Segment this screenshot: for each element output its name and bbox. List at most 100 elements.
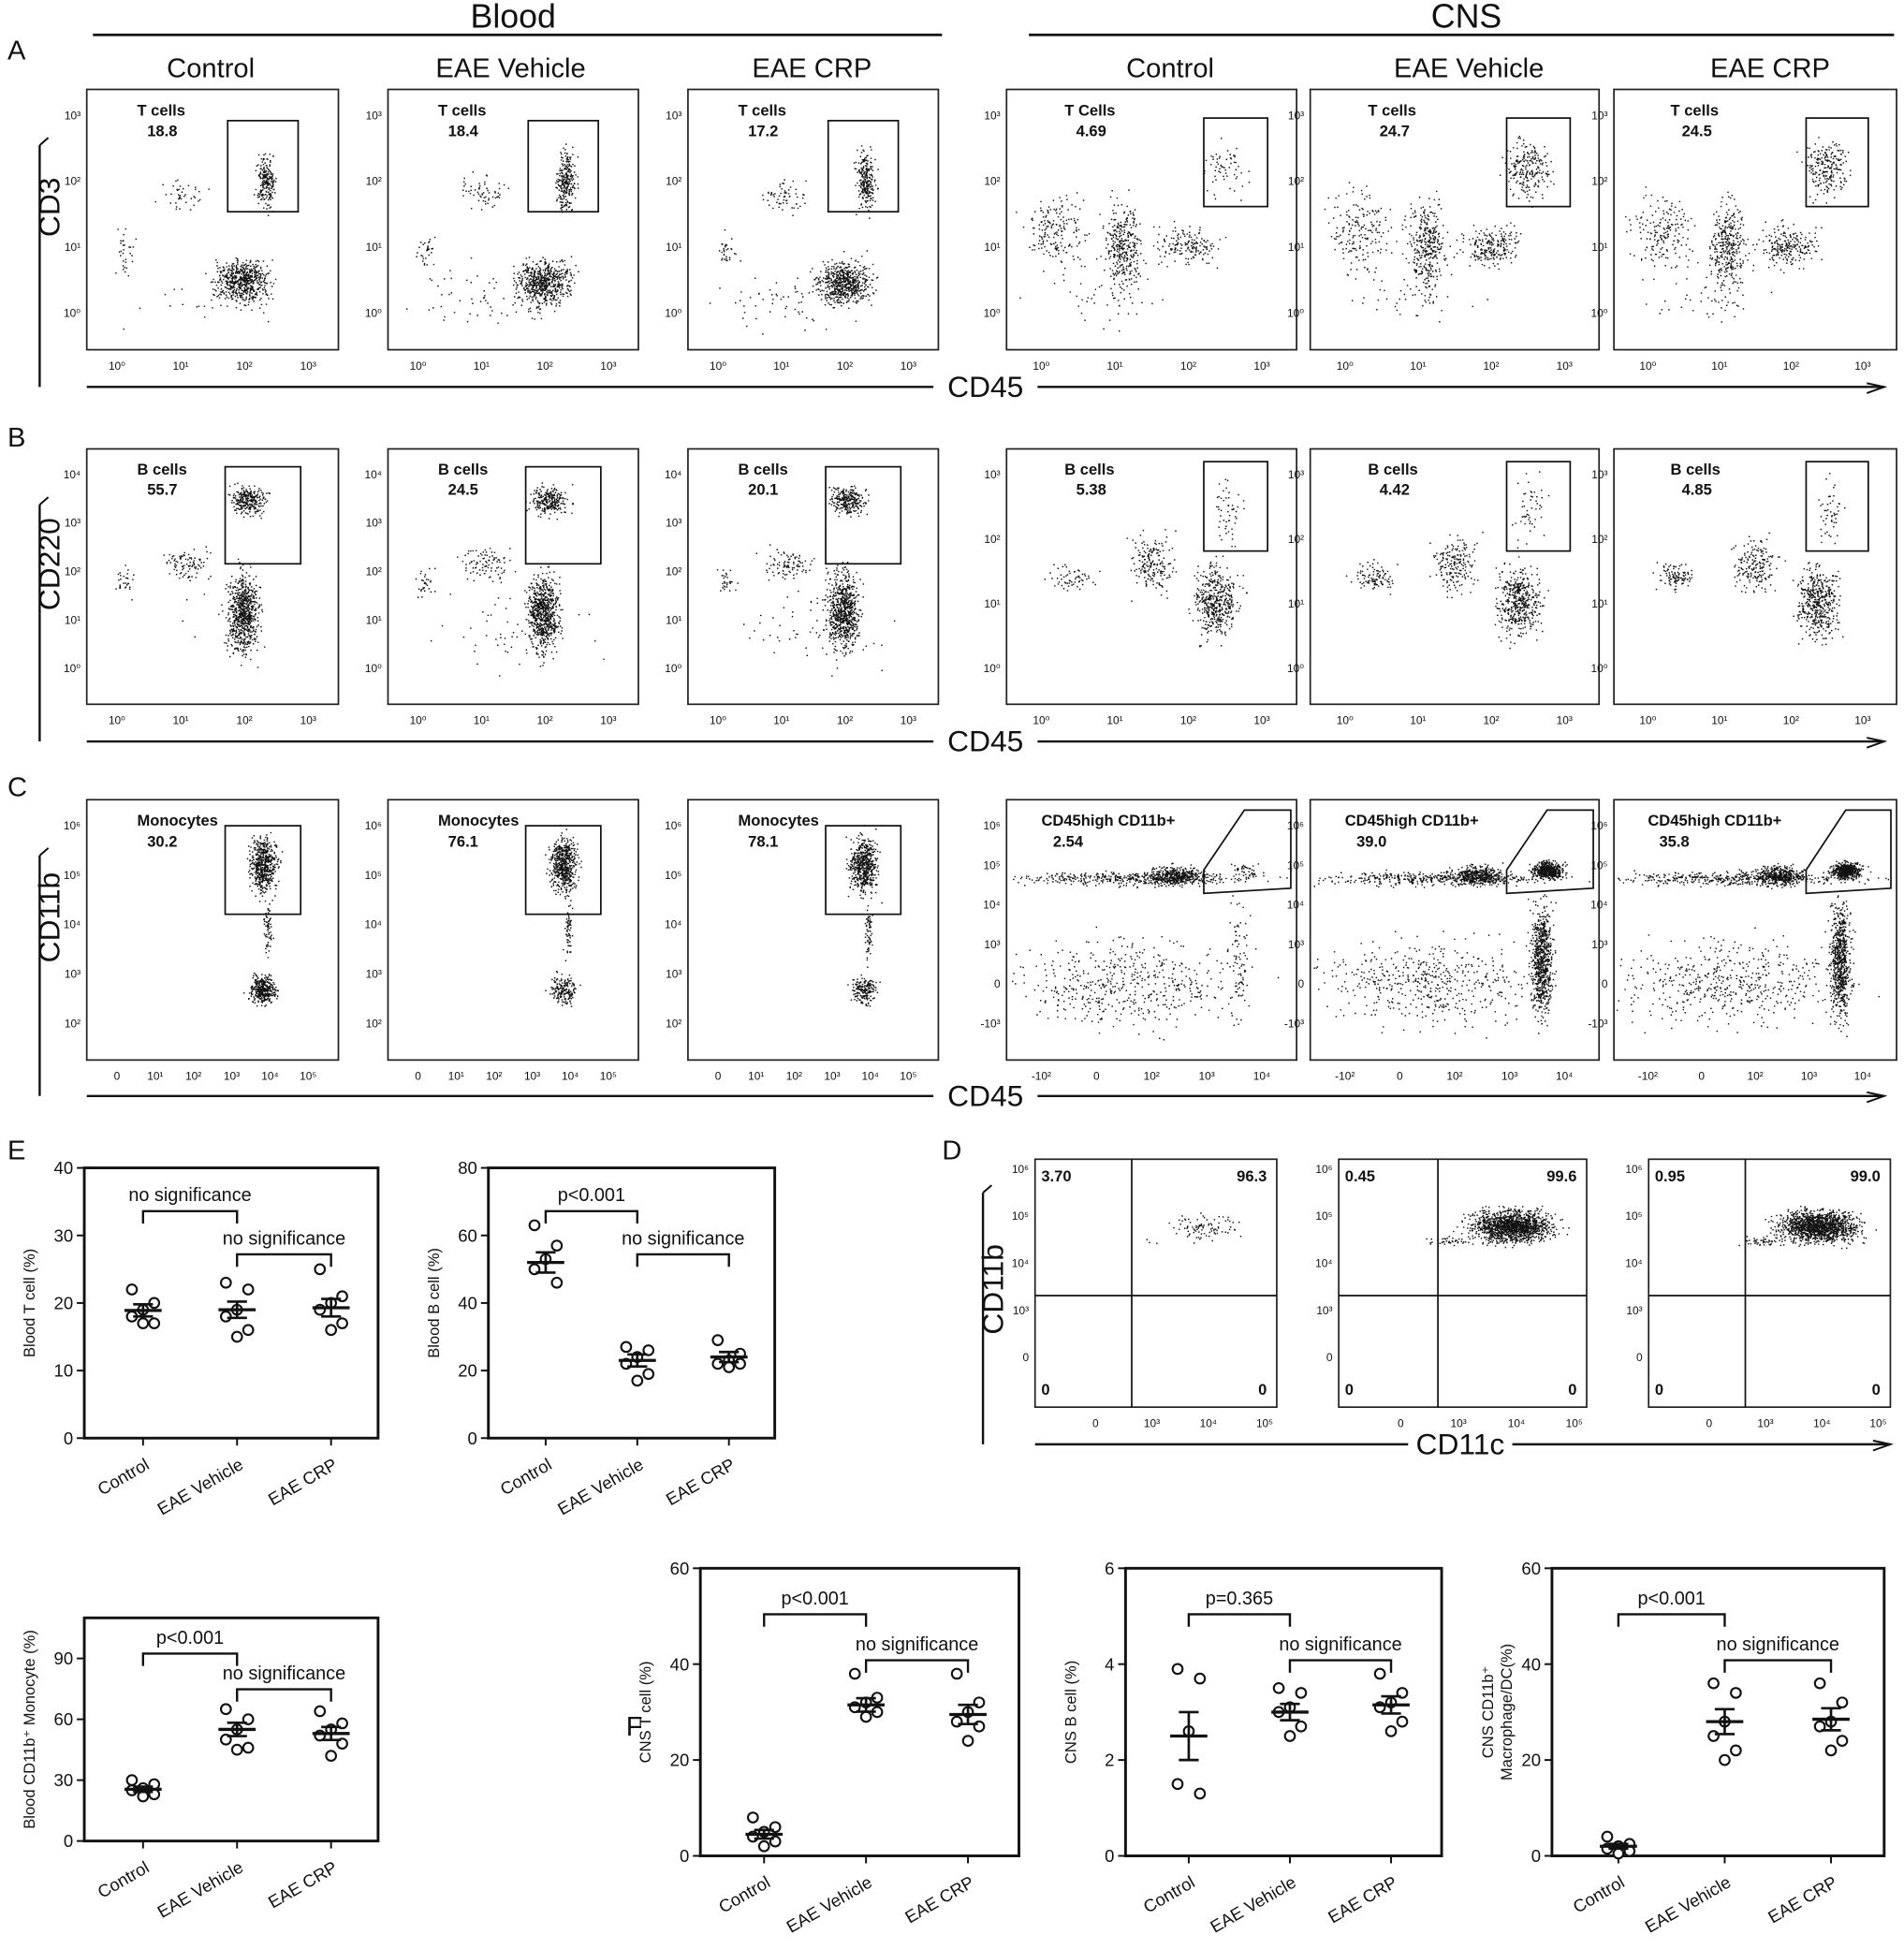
x-tick-label: 10²	[1783, 359, 1799, 373]
x-tick-label: 10²	[486, 1070, 502, 1083]
y-tick-label: 10⁵	[665, 869, 681, 882]
plot-frame	[387, 799, 639, 1062]
y-tick-label: 0	[1105, 1846, 1114, 1866]
x-tick-label: 0	[1092, 1416, 1099, 1429]
event-dots	[1012, 862, 1288, 1041]
plot-frame	[1613, 799, 1897, 1062]
error-bar	[754, 1828, 774, 1840]
quadrant-value: 0	[1258, 1381, 1267, 1399]
y-tick-label: 10³	[366, 109, 382, 122]
event-dots	[1652, 473, 1846, 646]
gate	[527, 120, 600, 213]
x-tick-label: EAE CRP	[265, 1454, 341, 1509]
gate	[825, 825, 902, 916]
error-bar	[1381, 1694, 1401, 1715]
y-tick-label: 10⁰	[984, 662, 1001, 675]
y-tick-label: 10³	[1288, 938, 1304, 951]
data-point	[1813, 1677, 1826, 1690]
y-tick-label: 10²	[666, 175, 681, 188]
x-tick-label: 10³	[300, 714, 316, 727]
event-dots	[1324, 136, 1555, 323]
data-point	[961, 1735, 974, 1747]
data-point	[242, 1324, 255, 1337]
y-axis-label: CNS CD11b⁺	[1479, 1666, 1497, 1759]
data-point	[336, 1317, 348, 1329]
plot-frame	[1648, 1158, 1892, 1409]
plot-frame	[1613, 447, 1897, 706]
axis-arrow	[1872, 1439, 1895, 1452]
y-tick-label: 30	[54, 1225, 74, 1245]
y-tick-label: 60	[54, 1709, 74, 1729]
y-tick-label: 10⁵	[1012, 1209, 1029, 1223]
y-tick-label: 10²	[1591, 533, 1607, 546]
data-point	[1601, 1830, 1614, 1843]
error-bar	[535, 1251, 556, 1274]
x-tick-label: 0	[1397, 1070, 1403, 1083]
y-tick-label: 10⁰	[1590, 662, 1607, 675]
quadrant-value: 0	[1345, 1381, 1354, 1399]
y-tick-label: 10¹	[366, 241, 382, 254]
gate-name: CD45high CD11b+	[1041, 812, 1175, 829]
quadrant-value: 99.6	[1546, 1167, 1576, 1185]
y-tick-label: 10⁴	[983, 899, 1000, 912]
gate	[1203, 809, 1292, 895]
significance-label: p<0.001	[1638, 1589, 1706, 1609]
plot-frame	[1338, 1158, 1588, 1409]
data-point	[550, 1276, 564, 1289]
y-tick-label: 0	[64, 1831, 73, 1851]
data-point	[1194, 1787, 1207, 1800]
x-tick-label: 10¹	[1711, 714, 1727, 727]
plot-frame	[1033, 1158, 1278, 1409]
data-point	[1171, 1663, 1184, 1676]
y-tick-label: 40	[54, 1158, 74, 1178]
y-axis-label: Blood T cell (%)	[21, 1249, 38, 1357]
y-tick-label: 10⁵	[64, 869, 81, 882]
y-tick-label: 10⁰	[665, 662, 681, 675]
y-tick-label: 10⁰	[1590, 307, 1607, 320]
x-tick-label: 10³	[1501, 1070, 1517, 1083]
data-point	[1384, 1725, 1398, 1737]
event-dots	[1738, 1205, 1877, 1250]
data-point	[1707, 1730, 1720, 1742]
x-tick-label: 10⁴	[261, 1070, 278, 1083]
group-title: Blood	[471, 0, 556, 35]
gate-name: Monocytes	[438, 812, 519, 829]
data-point	[950, 1667, 963, 1680]
y-tick-label: 10⁶	[365, 819, 382, 832]
plot-frame	[1309, 88, 1601, 351]
plot-frame	[687, 447, 940, 706]
event-dots	[405, 143, 579, 324]
y-tick-label: 10⁶	[1315, 1163, 1332, 1176]
gate	[1805, 809, 1892, 895]
axis-label: CD11c	[1416, 1427, 1505, 1460]
y-tick-label: 10³	[1288, 468, 1304, 481]
x-tick-label: EAE Vehicle	[154, 1857, 246, 1922]
x-tick-label: 10³	[901, 359, 916, 373]
significance-bracket	[1187, 1613, 1292, 1627]
error-bar	[1714, 1707, 1736, 1736]
x-tick-label: Control	[1570, 1872, 1628, 1917]
event-dots	[545, 825, 582, 1007]
y-tick-label: 10³	[984, 468, 1000, 481]
error-bar	[227, 1721, 247, 1737]
x-tick-label: Control	[95, 1857, 153, 1902]
error-bar	[1608, 1842, 1629, 1851]
data-point	[314, 1263, 327, 1276]
error-bar	[856, 1696, 876, 1713]
data-point	[859, 1710, 872, 1723]
gate	[1505, 809, 1594, 895]
y-tick-label: 10³	[1626, 1304, 1642, 1317]
significance-label: p=0.365	[1206, 1589, 1273, 1609]
panel-label: B	[7, 423, 25, 453]
data-point	[325, 1750, 338, 1762]
y-tick-label: 10²	[984, 175, 1000, 188]
event-dots	[716, 485, 896, 677]
plot-frame	[1005, 88, 1297, 351]
x-tick-label: -10²	[1032, 1070, 1051, 1083]
y-tick-label: 20	[458, 1361, 477, 1381]
x-tick-label: 10⁴	[1854, 1070, 1871, 1083]
y-tick-label: 6	[1105, 1559, 1114, 1578]
x-tick-label: 10⁰	[1639, 359, 1656, 373]
y-tick-label: 10²	[666, 564, 681, 578]
quadrant-value: 0.45	[1345, 1167, 1375, 1185]
